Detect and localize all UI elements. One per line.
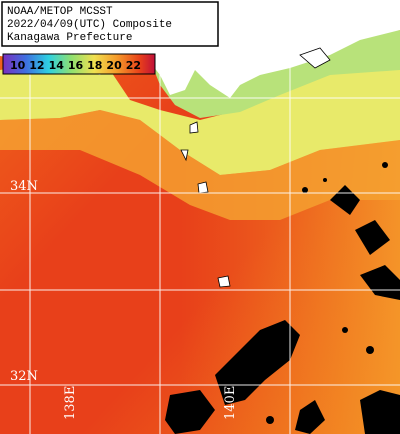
colorbar: [2, 53, 156, 75]
header-box: [1, 1, 219, 47]
cloud-mask: [165, 162, 400, 434]
islands: [180, 47, 331, 288]
header-line: NOAA/METOP MCSST: [7, 6, 113, 18]
colorbar-label: 12: [29, 59, 44, 72]
bay-water: [150, 30, 400, 118]
colorbar-label: 14: [49, 59, 65, 72]
lon-label: 138E: [63, 386, 78, 420]
lon-label: 140E: [223, 386, 238, 420]
colorbar-label: 20: [106, 59, 122, 72]
colorbar-label: 22: [126, 59, 141, 72]
coastal-water: [0, 60, 400, 175]
colorbar-label: 10: [10, 59, 26, 72]
colorbar-label: 16: [68, 59, 84, 72]
header-line: 2022/04/09(UTC) Composite: [7, 19, 172, 31]
colorbar-label: 18: [87, 59, 102, 72]
colorbar-labels: 10 12 14 16 18 20 22: [10, 59, 141, 72]
header-line: Kanagawa Prefecture: [7, 32, 132, 44]
lat-label: 34N: [10, 179, 38, 194]
lat-label: 32N: [10, 369, 38, 384]
